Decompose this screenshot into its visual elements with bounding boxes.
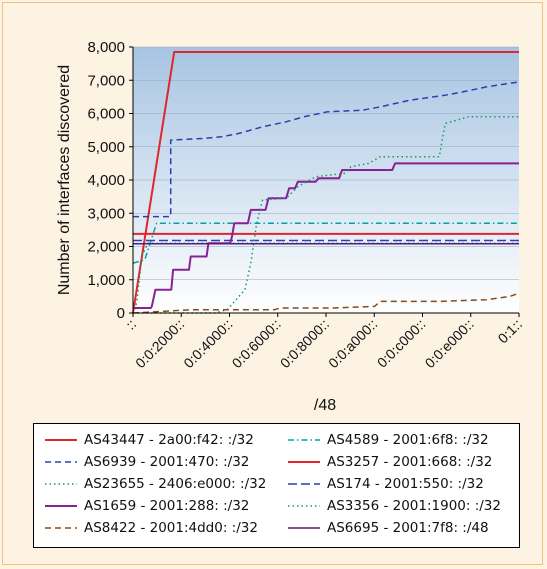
x-tick-label: 0:0:2000:: xyxy=(132,316,187,371)
x-tick-label: 0:0:c000:: xyxy=(374,316,429,371)
legend-swatch xyxy=(45,461,77,463)
y-tick-label: 2,000 xyxy=(87,239,125,256)
legend-swatch xyxy=(288,483,320,485)
series-line-2 xyxy=(132,222,519,264)
legend-swatch xyxy=(45,439,77,441)
series-line-1 xyxy=(132,51,519,314)
legend-item: AS8422 - 2001:4dd0: :/32 xyxy=(44,518,258,538)
legend-item: AS4589 - 2001:6f8: :/32 xyxy=(287,430,489,450)
series-line-9 xyxy=(132,292,520,314)
legend-label: AS6939 - 2001:470: :/32 xyxy=(84,454,250,470)
legend-item: AS174 - 2001:550: :/32 xyxy=(287,474,484,494)
legend-item: AS6939 - 2001:470: :/32 xyxy=(44,452,249,472)
legend-swatch xyxy=(288,527,320,529)
legend-label: AS23655 - 2406:e000: :/32 xyxy=(84,476,267,492)
legend-swatch xyxy=(45,527,77,529)
legend-item: AS3257 - 2001:668: :/32 xyxy=(287,452,492,472)
legend-swatch xyxy=(288,439,320,441)
y-tick-label: 1,000 xyxy=(87,272,125,289)
legend-label: AS3356 - 2001:1900: :/32 xyxy=(327,498,501,514)
x-tick-label: 0:0:e000:: xyxy=(422,316,477,371)
legend-label: AS1659 - 2001:288: :/32 xyxy=(84,498,250,514)
y-tick-label: 6,000 xyxy=(87,106,125,123)
series-layer xyxy=(132,51,520,314)
legend-label: AS4589 - 2001:6f8: :/32 xyxy=(327,432,489,448)
x-tick-label: 0:0:6000:: xyxy=(229,316,284,371)
y-tick-label: 7,000 xyxy=(87,72,125,89)
legend-swatch xyxy=(288,505,320,507)
legend-item: AS1659 - 2001:288: :/32 xyxy=(44,496,249,516)
legend-label: AS43447 - 2a00:f42: :/32 xyxy=(84,432,254,448)
legend-label: AS3257 - 2001:668: :/32 xyxy=(327,454,493,470)
y-tick-label: 8,000 xyxy=(87,39,125,56)
chart-svg: 0 1,000 2,000 3,000 4,000 5,000 6,000 7,000 8,00… xyxy=(56,39,526,414)
legend-item: AS23655 - 2406:e000: :/32 xyxy=(44,474,266,494)
y-axis-label: Number of interfaces discovered xyxy=(56,65,73,295)
gridlines xyxy=(133,46,519,281)
legend-swatch xyxy=(288,461,320,463)
legend-item: AS3356 - 2001:1900: :/32 xyxy=(287,496,501,516)
x-tick-label: :: xyxy=(122,316,139,333)
legend: AS43447 - 2a00:f42: :/32 AS4589 - 2001:6f… xyxy=(33,423,520,548)
legend-label: AS8422 - 2001:4dd0: :/32 xyxy=(84,520,258,536)
y-tick-label: 4,000 xyxy=(87,172,125,189)
x-axis-label: /48 xyxy=(314,397,336,414)
legend-swatch xyxy=(45,505,77,507)
legend-label: AS174 - 2001:550: :/32 xyxy=(327,476,484,492)
series-line-7 xyxy=(133,162,519,309)
legend-label: AS6695 - 2001:7f8: :/48 xyxy=(327,520,489,536)
x-tick-label: 0:0:4000:: xyxy=(180,316,235,371)
legend-item: AS6695 - 2001:7f8: :/48 xyxy=(287,518,489,538)
y-tick-label: 5,000 xyxy=(87,139,125,156)
legend-swatch xyxy=(45,483,77,485)
x-tick-label: 0:0:8000:: xyxy=(277,316,332,371)
y-tick-label: 3,000 xyxy=(87,205,125,222)
y-tick-label: 0 xyxy=(117,305,125,322)
legend-item: AS43447 - 2a00:f42: :/32 xyxy=(44,430,254,450)
x-tick-label: 0:0:a000:: xyxy=(325,316,380,371)
chart-frame: 0 1,000 2,000 3,000 4,000 5,000 6,000 7,000 8,00… xyxy=(2,2,543,565)
x-tick-label: 0:1:: xyxy=(495,316,526,347)
